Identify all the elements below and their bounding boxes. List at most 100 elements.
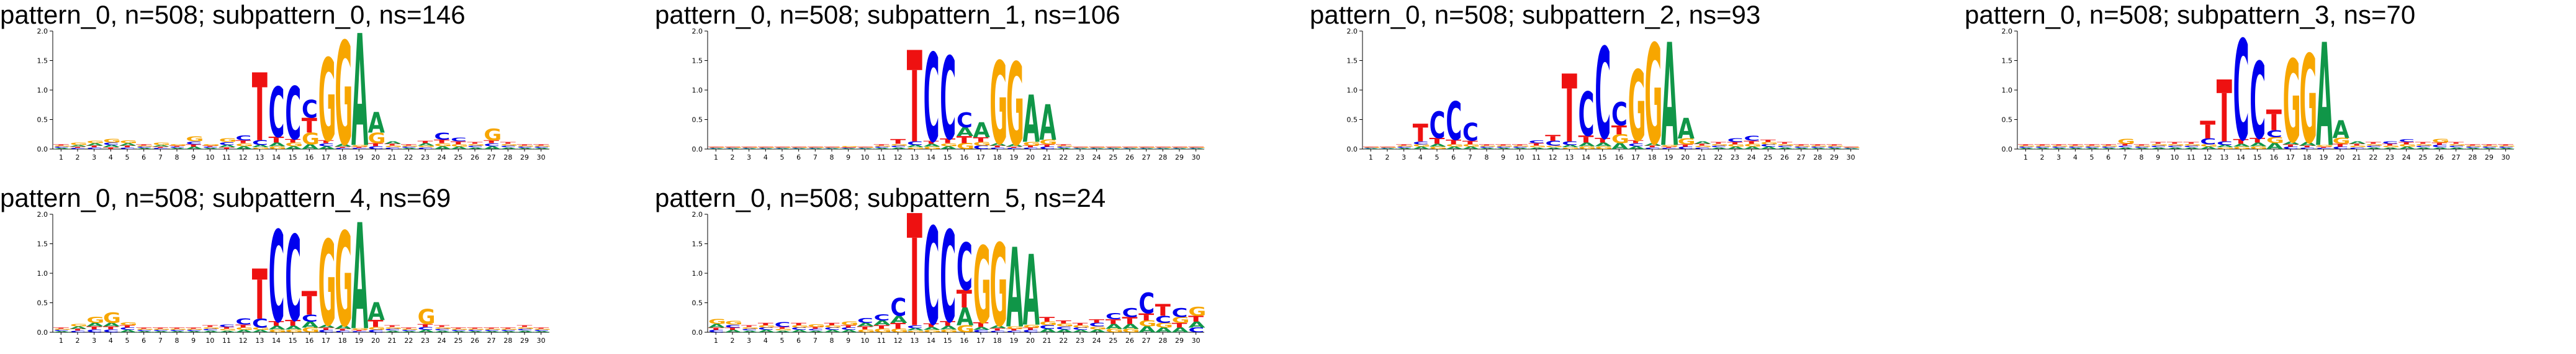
logo-letter-T — [1479, 144, 1495, 146]
logo-letter-A: A — [451, 146, 468, 150]
svg-text:G: G — [1711, 143, 1729, 147]
svg-text:C: C — [840, 148, 857, 149]
svg-text:A: A — [219, 330, 236, 333]
x-tick-label: 17 — [322, 153, 330, 161]
svg-text:G: G — [1694, 145, 1712, 148]
svg-text:A: A — [1628, 145, 1646, 150]
logo-letter-C: C — [2117, 145, 2133, 148]
logo-letter-C: C — [401, 147, 417, 148]
x-tick-label: 22 — [1059, 337, 1068, 345]
svg-text:G: G — [1760, 142, 1778, 145]
svg-text:C: C — [907, 140, 923, 146]
logo-letter-A: A — [775, 330, 792, 333]
logo-letter-T — [70, 147, 86, 148]
logo-letter-A: A — [1188, 148, 1205, 150]
svg-text:A: A — [775, 148, 792, 150]
logo-letter-G: G — [840, 321, 858, 327]
logo-letter-G: G — [484, 125, 502, 144]
svg-text:C: C — [1495, 147, 1511, 148]
x-tick-label: 23 — [421, 337, 430, 345]
logo-letter-G: G — [874, 328, 892, 334]
logo-letter-A: A — [2084, 148, 2102, 150]
svg-text:C: C — [103, 142, 119, 146]
logo-letter-G: G — [1628, 50, 1646, 163]
x-tick-label: 27 — [2452, 153, 2461, 161]
svg-text:G: G — [907, 147, 925, 150]
svg-text:C: C — [1777, 145, 1793, 148]
logo-letter-A: A — [53, 148, 71, 150]
logo-letter-C: C — [890, 293, 906, 322]
svg-text:A: A — [1462, 146, 1480, 150]
logo-letter-T — [70, 329, 86, 331]
svg-text:A: A — [2316, 15, 2333, 179]
logo-letter-A: A — [418, 143, 435, 147]
svg-text:C: C — [1578, 80, 1595, 150]
logo-letter-T — [434, 139, 449, 143]
logo-letter-A: A — [874, 148, 891, 150]
logo-letter-A: A — [924, 143, 941, 148]
logo-letter-A: A — [2200, 146, 2217, 150]
svg-text:A: A — [1711, 147, 1728, 150]
svg-text:A: A — [103, 144, 120, 148]
svg-text:G: G — [840, 146, 858, 148]
svg-text:G: G — [857, 329, 875, 334]
svg-text:A: A — [1611, 142, 1629, 151]
logo-letter-T — [957, 289, 972, 308]
svg-text:C: C — [2233, 12, 2249, 172]
svg-text:G: G — [989, 38, 1007, 170]
svg-text:C: C — [1039, 324, 1055, 330]
svg-text:C: C — [1396, 147, 1412, 148]
logo-letter-C: C — [2448, 145, 2464, 148]
svg-text:A: A — [1793, 148, 1811, 150]
svg-text:G: G — [2283, 36, 2301, 168]
svg-text:C: C — [351, 331, 367, 333]
logo-letter-T — [1644, 145, 1660, 148]
svg-text:C: C — [1562, 140, 1578, 146]
logo-letter-A: A — [1810, 148, 1827, 150]
svg-text:A: A — [1495, 148, 1513, 150]
x-tick-label: 24 — [1747, 153, 1756, 161]
x-tick-label: 23 — [2385, 153, 2394, 161]
logo-letter-C: C — [252, 317, 268, 331]
logo-letter-T — [235, 324, 251, 328]
logo-letter-T — [401, 144, 417, 146]
logo-letter-T — [1744, 140, 1759, 144]
svg-text:A: A — [857, 148, 875, 150]
svg-text:A: A — [907, 144, 924, 148]
svg-text:A: A — [418, 143, 435, 147]
svg-text:C: C — [708, 329, 724, 333]
logo-letter-T — [53, 327, 69, 329]
x-tick-label: 18 — [2303, 153, 2312, 161]
svg-text:G: G — [500, 329, 518, 330]
logo-letter-T — [890, 138, 906, 144]
logo-letter-A: A — [1430, 143, 1447, 148]
logo-letter-A: A — [1106, 323, 1122, 330]
logo-letter-G: G — [418, 145, 436, 148]
logo-letter-T — [1545, 135, 1560, 141]
svg-text:G: G — [351, 328, 369, 331]
logo-letter-A: A — [1122, 323, 1139, 330]
x-tick-label: 14 — [927, 153, 935, 161]
svg-text:G: G — [1644, 17, 1662, 176]
logo-letter-C: C — [103, 329, 119, 334]
logo-letter-A: A — [2233, 143, 2251, 148]
svg-text:C: C — [533, 330, 549, 332]
logo-letter-A: A — [169, 148, 187, 150]
logo-letter-A: A — [1023, 235, 1040, 348]
svg-text:C: C — [1611, 96, 1628, 134]
svg-text:C: C — [302, 95, 318, 124]
logo-letter-C: C — [1138, 287, 1155, 320]
x-tick-label: 1 — [714, 337, 718, 345]
logo-letter-A: A — [70, 326, 88, 330]
svg-text:A: A — [86, 322, 104, 327]
logo-chart: 0.00.51.01.52.01 2 3 4 5 6 7 8 9 10 11 12 13 14 15 16 17… — [1347, 15, 1862, 179]
logo-letter-C: C — [53, 330, 70, 332]
svg-text:A: A — [235, 145, 253, 150]
svg-text:G: G — [973, 225, 991, 347]
logo-letter-G: G — [235, 327, 253, 330]
x-tick-label: 3 — [747, 337, 751, 345]
svg-text:G: G — [1039, 321, 1057, 327]
svg-text:G: G — [1155, 322, 1173, 329]
logo-letter-T — [1022, 327, 1038, 330]
x-tick-label: 23 — [421, 153, 430, 161]
